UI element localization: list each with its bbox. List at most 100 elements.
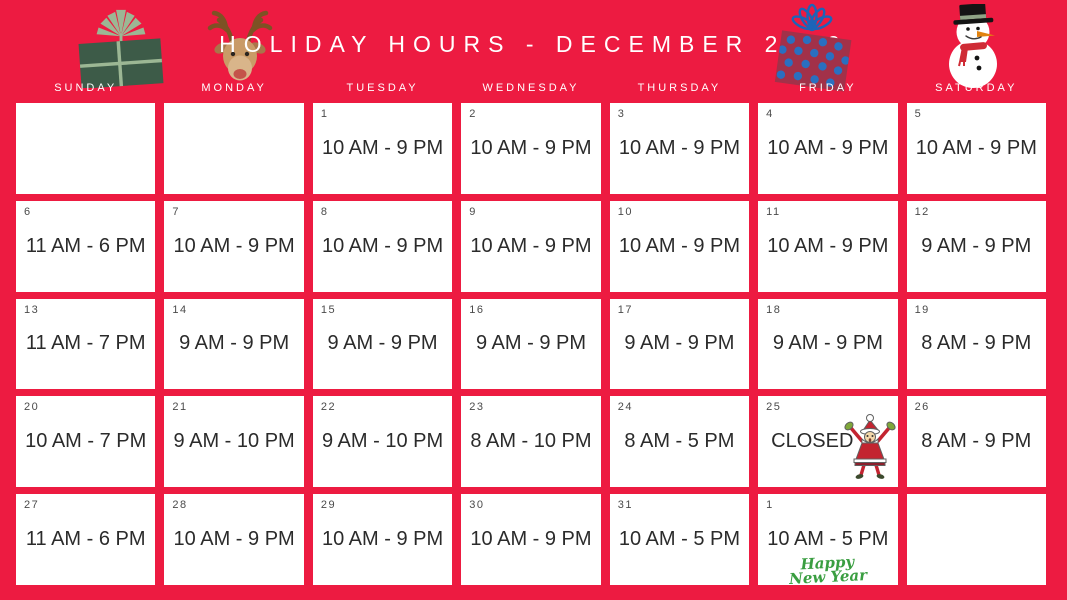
calendar-cell: 14 9 AM - 9 PM — [164, 298, 304, 390]
calendar-cell: 9 10 AM - 9 PM — [461, 200, 601, 292]
weekday-tuesday: TUESDAY — [346, 82, 419, 94]
calendar-cell: 18 9 AM - 9 PM — [758, 298, 898, 390]
weekday-wednesday: WEDNESDAY — [482, 82, 580, 94]
hours-text — [907, 494, 1046, 585]
date-number: 28 — [172, 499, 188, 512]
hours-text: 10 AM - 9 PM — [321, 528, 444, 551]
hours-text: 10 AM - 9 PM — [915, 136, 1037, 159]
hours-text: 10 AM - 9 PM — [618, 234, 740, 257]
date-number: 13 — [24, 303, 40, 316]
weekday-row: SUNDAY MONDAY TUESDAY WEDNESDAY THURSDAY… — [16, 82, 1046, 94]
date-number: 9 — [469, 205, 477, 218]
date-number: 11 — [766, 205, 781, 218]
date-number: 15 — [320, 303, 337, 316]
date-number: 2 — [469, 108, 477, 120]
hours-text: CLOSED — [771, 430, 854, 453]
calendar-cell: 8 10 AM - 9 PM — [312, 200, 453, 292]
date-number: 1 — [766, 499, 774, 512]
date-number: 26 — [914, 401, 930, 414]
hours-text: 10 AM - 9 PM — [173, 234, 295, 257]
date-number: 22 — [320, 401, 337, 414]
date-number: 19 — [914, 303, 930, 316]
hours-text: 11 AM - 6 PM — [25, 234, 146, 257]
date-number: 14 — [172, 303, 188, 316]
date-number: 29 — [320, 499, 337, 512]
calendar-cell: 1 10 AM - 5 PM Happy New Year — [758, 494, 898, 588]
hours-text: 8 AM - 9 PM — [921, 430, 1032, 453]
green-gift-icon — [78, 9, 164, 88]
hours-text: 10 AM - 9 PM — [173, 528, 295, 551]
calendar-cell: 4 10 AM - 9 PM — [758, 103, 898, 194]
hours-text: 10 AM - 9 PM — [618, 136, 740, 159]
hours-text: 10 AM - 7 PM — [25, 430, 147, 453]
date-number: 20 — [24, 401, 40, 414]
date-number: 5 — [914, 108, 923, 120]
calendar-cell: 15 9 AM - 9 PM — [312, 298, 453, 390]
hours-text: 9 AM - 10 PM — [173, 430, 295, 453]
hours-text: 10 AM - 9 PM — [321, 136, 444, 159]
hours-text: 8 AM - 10 PM — [470, 430, 592, 453]
hours-text: 10 AM - 5 PM — [767, 528, 889, 551]
calendar-cell: 10 10 AM - 9 PM — [609, 200, 750, 292]
hours-text: 11 AM - 6 PM — [25, 528, 146, 551]
calendar-cell: 1 10 AM - 9 PM — [312, 103, 453, 194]
calendar-cell: 28 10 AM - 9 PM — [164, 494, 304, 585]
hours-text: 11 AM - 7 PM — [25, 332, 146, 355]
calendar-cell — [16, 103, 156, 194]
calendar-cell: 17 9 AM - 9 PM — [609, 298, 750, 390]
calendar-cell: 24 8 AM - 5 PM — [609, 396, 750, 488]
calendar-cell: 12 9 AM - 9 PM — [906, 200, 1046, 292]
weekday-sunday: SUNDAY — [54, 82, 118, 94]
date-number: 17 — [617, 303, 633, 316]
calendar-cell: 22 9 AM - 10 PM — [312, 396, 453, 488]
calendar-cell: 6 11 AM - 6 PM — [16, 200, 156, 292]
snowman-icon — [949, 4, 997, 88]
calendar-cell: 16 9 AM - 9 PM — [461, 298, 601, 390]
hours-text: 8 AM - 9 PM — [921, 332, 1032, 355]
weekday-thursday: THURSDAY — [637, 82, 722, 94]
hours-text: 8 AM - 5 PM — [624, 430, 735, 453]
calendar-cell — [164, 103, 304, 194]
date-number: 16 — [469, 303, 485, 316]
calendar-cell: 13 11 AM - 7 PM — [16, 298, 156, 390]
calendar-cell: 31 10 AM - 5 PM — [609, 494, 750, 585]
date-number: 23 — [469, 401, 485, 414]
date-number: 4 — [766, 108, 774, 120]
calendar-cell: 3 10 AM - 9 PM — [609, 103, 750, 194]
date-number: 6 — [24, 205, 32, 218]
date-number: 1 — [320, 108, 329, 120]
date-number: 24 — [617, 401, 633, 414]
hours-text: 10 AM - 9 PM — [321, 234, 444, 257]
calendar-cell: 5 10 AM - 9 PM — [906, 103, 1046, 194]
reindeer-icon — [207, 10, 273, 81]
hours-text: 10 AM - 9 PM — [767, 136, 889, 159]
poster-title: HOLIDAY HOURS - DECEMBER 2020 — [219, 31, 848, 57]
calendar-cell: 19 8 AM - 9 PM — [906, 298, 1046, 390]
hours-text: 9 AM - 9 PM — [475, 332, 586, 355]
hours-text: 9 AM - 9 PM — [624, 332, 735, 355]
date-number: 21 — [172, 401, 188, 414]
calendar-cell: 29 10 AM - 9 PM — [312, 494, 453, 585]
calendar-cell: 11 10 AM - 9 PM — [758, 200, 898, 292]
calendar-cell: 21 9 AM - 10 PM — [164, 396, 304, 488]
calendar-cell: 2 10 AM - 9 PM — [461, 103, 601, 194]
date-number: 30 — [469, 499, 485, 512]
hours-text: 10 AM - 9 PM — [767, 234, 889, 257]
calendar-grid: 1 10 AM - 9 PM 2 10 AM - 9 PM 3 10 AM - … — [16, 103, 1046, 588]
date-number: 25 — [766, 401, 782, 414]
hours-text: 9 AM - 9 PM — [327, 332, 438, 355]
weekday-saturday: SATURDAY — [935, 82, 1018, 94]
calendar-cell: 26 8 AM - 9 PM — [906, 396, 1046, 488]
weekday-monday: MONDAY — [201, 82, 267, 94]
date-number: 31 — [617, 499, 633, 512]
hours-text — [16, 103, 155, 194]
calendar-cell: 7 10 AM - 9 PM — [164, 200, 304, 292]
hours-text: 10 AM - 9 PM — [470, 528, 592, 551]
weekday-friday: FRIDAY — [799, 82, 857, 94]
date-number: 3 — [617, 108, 626, 120]
date-number: 10 — [617, 205, 633, 218]
date-number: 7 — [172, 205, 181, 218]
polka-dot-gift-icon — [774, 3, 852, 92]
poster-header: HOLIDAY HOURS - DECEMBER 2020 — [0, 0, 1067, 103]
hours-text: 9 AM - 10 PM — [321, 430, 444, 453]
